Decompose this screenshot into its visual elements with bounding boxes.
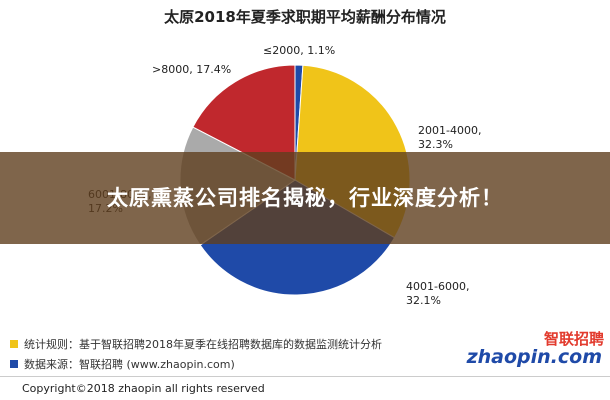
brand-cn: 智联招聘: [543, 330, 604, 348]
pie-label-1: 2001-4000, 32.3%: [418, 124, 481, 151]
pie-label-4: >8000, 17.4%: [152, 63, 231, 76]
statistics-rule-note: 统计规则： 基于智联招聘2018年夏季在线招聘数据库的数据监测统计分析: [10, 334, 480, 354]
source-marker-icon: [10, 360, 18, 368]
footer-notes: 统计规则： 基于智联招聘2018年夏季在线招聘数据库的数据监测统计分析 数据来源…: [10, 334, 480, 374]
copyright-text: Copyright©2018 zhaopin all rights reserv…: [22, 382, 265, 395]
pie-label-0: ≤2000, 1.1%: [263, 44, 335, 57]
source-label: 数据来源：: [24, 358, 79, 371]
brand-en: zhaopin.com: [466, 346, 602, 368]
chart-title: 太原2018年夏季求职期平均薪酬分布情况: [164, 8, 446, 26]
pie-slice-4: [192, 64, 296, 181]
data-source-note: 数据来源： 智联招聘 (www.zhaopin.com): [10, 354, 480, 374]
rule-text: 基于智联招聘2018年夏季在线招聘数据库的数据监测统计分析: [79, 338, 382, 351]
source-text: 智联招聘 (www.zhaopin.com): [79, 358, 235, 371]
zhaopin-logo: 智联招聘 zhaopin.com: [467, 328, 608, 374]
footer-divider: [0, 376, 610, 377]
overlay-title: 太原熏蒸公司排名揭秘，行业深度分析！: [107, 186, 503, 210]
rule-marker-icon: [10, 340, 18, 348]
overlay-banner: 太原熏蒸公司排名揭秘，行业深度分析！: [0, 152, 610, 244]
rule-label: 统计规则：: [24, 338, 79, 351]
pie-label-2: 4001-6000, 32.1%: [406, 280, 469, 307]
